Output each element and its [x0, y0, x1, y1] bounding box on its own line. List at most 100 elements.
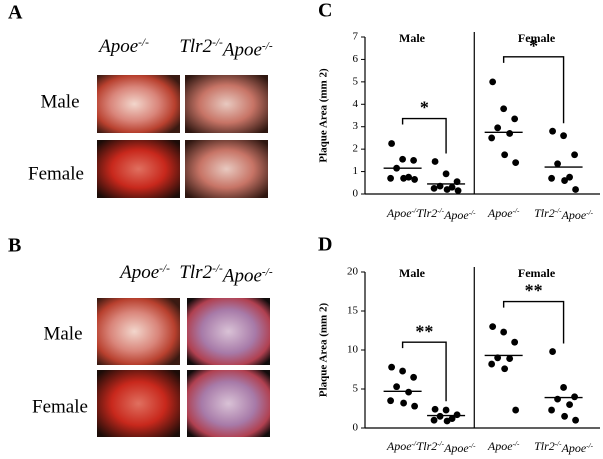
dot — [443, 186, 451, 193]
significance-bracket — [502, 300, 565, 344]
x-tick-label: Apoe-/- — [487, 206, 520, 220]
row-label: Female — [28, 163, 84, 184]
dot — [506, 130, 514, 137]
row-label: Female — [32, 396, 88, 417]
dot — [410, 156, 417, 164]
dot — [494, 124, 502, 132]
dot — [454, 187, 462, 195]
dot — [511, 115, 519, 123]
dot — [488, 134, 496, 142]
group-label: Female — [518, 266, 556, 280]
column-header: Tlr2-/-Apoe-/- — [179, 262, 273, 286]
dot — [442, 170, 450, 178]
y-axis-title: Plaque Area (mm 2) — [318, 303, 330, 398]
group-label: Male — [399, 266, 426, 280]
dot — [489, 323, 497, 330]
photo — [187, 370, 270, 437]
panel-label: B — [8, 235, 21, 257]
y-tick-label: 5 — [353, 75, 359, 87]
significance-bracket — [502, 56, 565, 124]
dot — [410, 373, 417, 381]
photo — [97, 298, 180, 365]
y-tick-label: 20 — [347, 266, 359, 278]
y-tick-label: 15 — [347, 305, 359, 317]
dot — [548, 406, 555, 414]
dot — [501, 365, 509, 373]
y-tick-label: 7 — [353, 31, 359, 43]
x-tick-label: Tlr2-/-Apoe-/- — [534, 206, 594, 222]
dot — [388, 363, 395, 371]
panel-label: A — [8, 2, 23, 24]
dot — [453, 411, 461, 419]
panel-label: C — [318, 0, 332, 22]
photo — [97, 75, 180, 133]
row-label: Male — [43, 323, 82, 344]
panel-label: D — [318, 234, 332, 256]
dot — [512, 159, 520, 167]
dot — [399, 367, 406, 375]
photo — [97, 140, 180, 198]
y-tick-label: 10 — [347, 344, 359, 356]
dot — [554, 160, 561, 168]
dot — [388, 140, 395, 147]
y-tick-label: 2 — [353, 143, 359, 155]
column-header: Apoe-/- — [97, 36, 149, 57]
significance-bracket — [401, 117, 447, 154]
x-tick-label: Tlr2-/-Apoe-/- — [534, 439, 594, 455]
dot — [512, 406, 520, 414]
dot — [500, 328, 508, 336]
x-tick-label: Apoe-/- — [487, 439, 520, 453]
significance-label: ** — [415, 321, 433, 341]
dot — [399, 155, 406, 163]
group-label: Female — [518, 31, 556, 45]
dot — [431, 405, 439, 413]
dot — [549, 127, 556, 135]
column-header: Tlr2-/-Apoe-/- — [179, 36, 273, 60]
dot — [566, 173, 573, 181]
dot — [400, 399, 407, 407]
dot — [400, 174, 407, 182]
x-tick-label: Tlr2-/-Apoe-/- — [417, 439, 477, 455]
dot — [511, 338, 519, 346]
dot — [443, 417, 451, 425]
dot — [442, 406, 450, 414]
dot — [488, 360, 496, 368]
y-tick-label: 5 — [353, 383, 359, 395]
dot — [571, 151, 578, 159]
dot — [387, 174, 394, 182]
y-tick-label: 6 — [353, 53, 359, 65]
dot — [561, 412, 568, 420]
column-header: Apoe-/- — [118, 262, 170, 283]
significance-label: ** — [525, 281, 543, 301]
dot — [548, 174, 555, 182]
group-label: Male — [399, 31, 426, 45]
y-axis-title: Plaque Area (mm 2) — [318, 68, 330, 163]
dot — [431, 158, 439, 165]
dot — [549, 348, 556, 355]
dot — [489, 78, 497, 86]
x-tick-label: Apoe-/- — [386, 439, 419, 453]
dot — [560, 384, 567, 391]
x-tick-label: Tlr2-/-Apoe-/- — [417, 206, 477, 222]
dot — [554, 395, 561, 403]
photo — [185, 140, 268, 198]
dot — [501, 151, 509, 159]
dot — [411, 176, 418, 183]
photo — [97, 370, 180, 437]
significance-label: * — [420, 98, 429, 118]
dot — [387, 397, 394, 405]
y-tick-label: 0 — [353, 422, 359, 434]
dot — [405, 388, 412, 396]
photo — [185, 75, 268, 133]
dot — [393, 383, 400, 391]
y-tick-label: 1 — [353, 165, 359, 177]
dot — [566, 401, 573, 408]
dot — [436, 412, 444, 420]
dot — [572, 416, 579, 424]
dot — [411, 402, 418, 410]
row-label: Male — [40, 91, 79, 112]
dot — [572, 186, 579, 193]
y-tick-label: 4 — [353, 98, 359, 110]
dot — [561, 177, 568, 184]
